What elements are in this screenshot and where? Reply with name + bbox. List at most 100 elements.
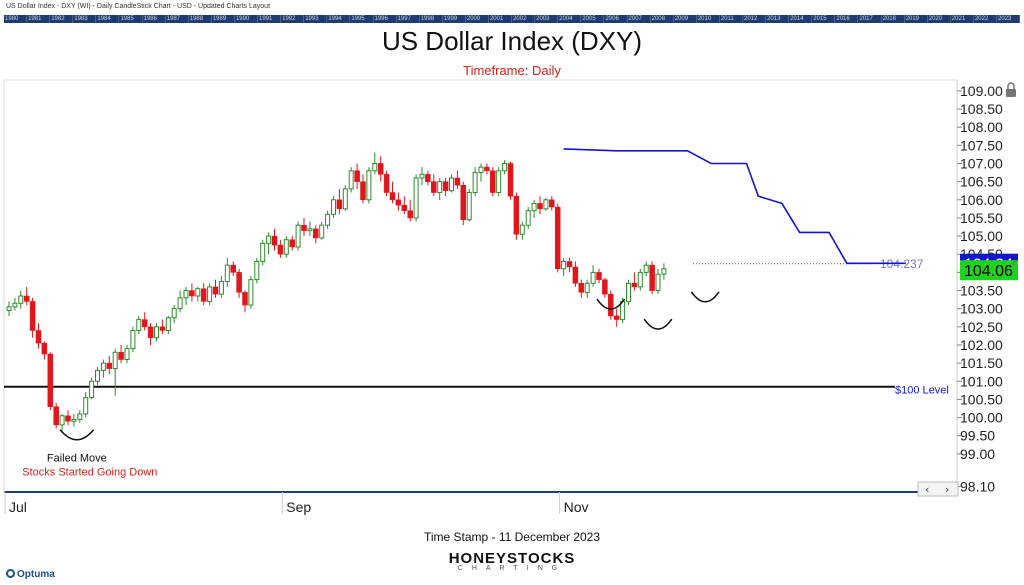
candle: [154, 323, 159, 342]
year-cell[interactable]: 2004: [558, 15, 582, 23]
y-tick-label: 105.50: [960, 210, 1003, 226]
candle: [307, 221, 313, 237]
year-cell[interactable]: 1994: [327, 15, 351, 23]
overlay-line: [563, 148, 906, 265]
candle-body-up: [71, 418, 77, 422]
year-cell[interactable]: 1996: [374, 15, 397, 23]
year-cell[interactable]: 2018: [882, 15, 905, 23]
candle: [23, 286, 30, 306]
candle-body-down: [336, 199, 343, 210]
year-cell[interactable]: 1995: [350, 15, 374, 23]
year-cell[interactable]: 1988: [189, 15, 212, 23]
price-badge-green: 104.06: [960, 260, 1018, 281]
candle-body-up: [472, 172, 478, 194]
lock-icon[interactable]: [1006, 82, 1016, 97]
y-tick-label: 108.50: [960, 101, 1003, 117]
year-cell[interactable]: 1985: [119, 15, 143, 23]
candle-body-down: [460, 185, 467, 221]
year-cell[interactable]: 1991: [258, 15, 282, 23]
candle-body-down: [383, 174, 390, 193]
year-cell[interactable]: 2011: [720, 15, 743, 23]
year-cell[interactable]: 2009: [674, 15, 697, 23]
brand-logo: HONEYSTOCKS CHARTING: [0, 550, 1024, 572]
year-cell[interactable]: 2006: [604, 15, 628, 23]
year-navigator[interactable]: 1980 1981 1982 1983 1984 1985 1986 1987 1988 1989…: [4, 15, 1020, 23]
candle: [383, 170, 390, 197]
candle-body-up: [502, 162, 508, 172]
candle-body-down: [442, 181, 449, 191]
year-cell[interactable]: 1989: [212, 15, 235, 23]
year-cell[interactable]: 1987: [166, 15, 189, 23]
candle-body-down: [596, 272, 602, 280]
year-cell[interactable]: 2020: [928, 15, 951, 23]
year-cell[interactable]: 1992: [281, 15, 305, 23]
y-tick-label: 100.50: [960, 391, 1003, 407]
candle: [643, 261, 649, 277]
x-tick-label: Nov: [564, 499, 589, 515]
year-cell[interactable]: 2000: [466, 15, 489, 23]
year-cell[interactable]: 2022: [974, 15, 998, 23]
candle-body-up: [366, 170, 372, 201]
candle: [124, 344, 130, 364]
year-cell[interactable]: 2007: [628, 15, 651, 23]
year-cell[interactable]: 1981: [27, 15, 51, 23]
year-cell[interactable]: 2010: [697, 15, 720, 23]
price-badge-box: [960, 260, 1018, 281]
scroll-left-icon[interactable]: ‹: [925, 483, 929, 496]
candle: [578, 279, 585, 298]
year-cell[interactable]: 1986: [143, 15, 166, 23]
year-cell[interactable]: 2014: [789, 15, 813, 23]
lock-icon-body: [1006, 89, 1016, 97]
year-cell[interactable]: 2013: [766, 15, 790, 23]
candle-body-up: [348, 170, 354, 190]
y-tick-label: 98.10: [960, 479, 995, 495]
year-cell[interactable]: 2015: [812, 15, 836, 23]
candle: [336, 188, 343, 215]
candle: [106, 355, 113, 375]
candle-body-up: [266, 235, 272, 244]
candle-body-down: [490, 170, 496, 193]
axis-collapse-icon[interactable]: ‹: [1012, 258, 1016, 269]
year-cell[interactable]: 1984: [96, 15, 120, 23]
year-cell[interactable]: 1997: [397, 15, 420, 23]
year-cell[interactable]: 2021: [951, 15, 974, 23]
candle-body-down: [236, 272, 242, 293]
year-cell[interactable]: 2003: [535, 15, 559, 23]
year-cell[interactable]: 1993: [304, 15, 328, 23]
scroll-controls[interactable]: ‹ ›: [917, 481, 959, 497]
candle-body-up: [130, 329, 136, 350]
year-cell[interactable]: 1983: [73, 15, 97, 23]
candle-body-up: [637, 271, 643, 288]
year-cell[interactable]: 1980: [4, 15, 28, 23]
candle-body-down: [507, 163, 514, 197]
candle: [596, 268, 602, 284]
year-cell[interactable]: 1990: [235, 15, 259, 23]
candle-body-up: [419, 173, 425, 179]
year-cell[interactable]: 2012: [743, 15, 767, 23]
y-tick-label: 101.50: [960, 355, 1003, 371]
year-cell[interactable]: 2002: [512, 15, 536, 23]
year-cell[interactable]: 2001: [489, 15, 513, 23]
candle-body-up: [171, 308, 177, 319]
candle: [289, 236, 295, 251]
candle: [449, 174, 454, 193]
y-tick-label: 106.00: [960, 192, 1003, 208]
year-cell[interactable]: 1999: [443, 15, 466, 23]
year-cell[interactable]: 2023: [997, 15, 1020, 23]
candle: [537, 196, 543, 215]
candle-body-down: [395, 199, 402, 206]
candle-body-up: [466, 192, 472, 221]
candle-body-down: [212, 286, 219, 295]
year-cell[interactable]: 2008: [651, 15, 674, 23]
candle: [566, 257, 573, 273]
year-cell[interactable]: 1998: [420, 15, 443, 23]
candle: [65, 410, 71, 425]
year-cell[interactable]: 2017: [858, 15, 882, 23]
year-cell[interactable]: 1982: [50, 15, 74, 23]
candle: [437, 178, 443, 200]
candle-body-up: [643, 264, 649, 273]
year-cell[interactable]: 2005: [581, 15, 605, 23]
scroll-right-icon[interactable]: ›: [945, 483, 949, 496]
year-cell[interactable]: 2019: [905, 15, 928, 23]
year-cell[interactable]: 2016: [835, 15, 859, 23]
